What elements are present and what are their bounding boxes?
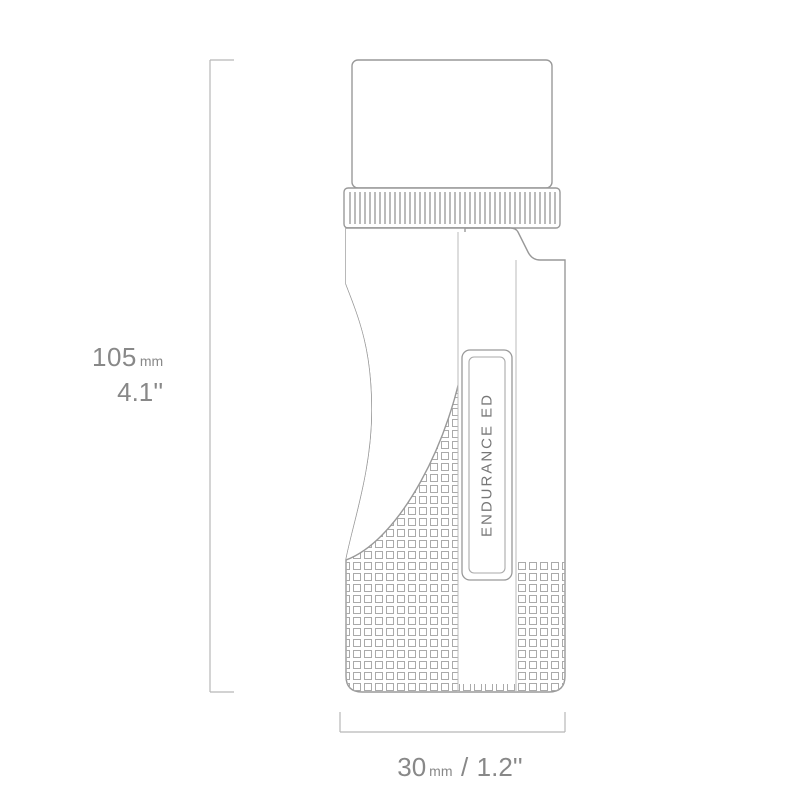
width-in-value: 1.2 — [477, 752, 513, 782]
width-bracket — [340, 712, 565, 732]
height-bracket — [210, 60, 234, 692]
height-dimension: 105mm 4.1'' — [92, 340, 163, 410]
width-mm-value: 30 — [397, 752, 426, 782]
width-in-unit: '' — [513, 752, 523, 782]
diagram-stage: ENDURANCE ED 105mm 4.1'' 30mm / 1.2'' — [0, 0, 800, 800]
width-dimension: 30mm / 1.2'' — [340, 752, 580, 783]
focus-ring — [344, 188, 560, 228]
height-mm-value: 105 — [92, 342, 137, 372]
product-name-label: ENDURANCE ED — [479, 393, 496, 537]
height-mm-unit: mm — [140, 353, 163, 369]
eyecup — [352, 60, 552, 188]
width-mm-unit: mm — [429, 763, 452, 779]
width-separator: / — [461, 752, 468, 782]
height-in-unit: '' — [153, 377, 163, 407]
height-in-value: 4.1 — [117, 377, 153, 407]
